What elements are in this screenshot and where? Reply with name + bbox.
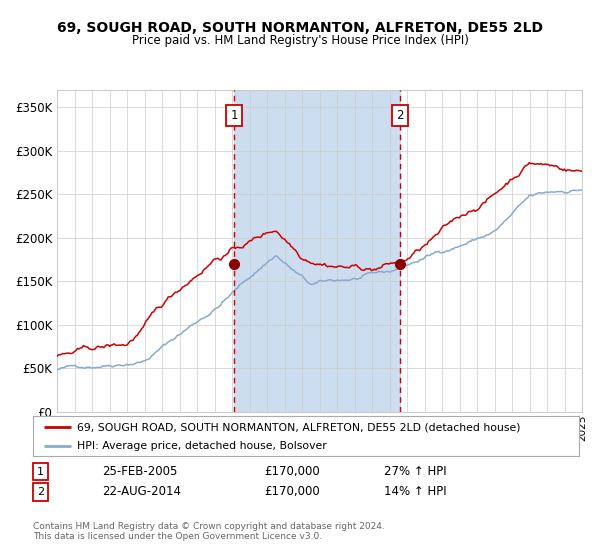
Text: HPI: Average price, detached house, Bolsover: HPI: Average price, detached house, Bols…: [77, 441, 326, 451]
Text: Contains HM Land Registry data © Crown copyright and database right 2024.
This d: Contains HM Land Registry data © Crown c…: [33, 522, 385, 542]
Text: 27% ↑ HPI: 27% ↑ HPI: [384, 465, 446, 478]
Text: 1: 1: [37, 466, 44, 477]
Text: 22-AUG-2014: 22-AUG-2014: [102, 485, 181, 498]
Text: 14% ↑ HPI: 14% ↑ HPI: [384, 485, 446, 498]
Text: 1: 1: [230, 109, 238, 122]
Bar: [234, 90, 400, 412]
Text: £170,000: £170,000: [264, 485, 320, 498]
Text: Price paid vs. HM Land Registry's House Price Index (HPI): Price paid vs. HM Land Registry's House …: [131, 34, 469, 46]
Text: 2: 2: [397, 109, 404, 122]
Text: 25-FEB-2005: 25-FEB-2005: [102, 465, 178, 478]
Text: 2: 2: [37, 487, 44, 497]
Text: 69, SOUGH ROAD, SOUTH NORMANTON, ALFRETON, DE55 2LD: 69, SOUGH ROAD, SOUTH NORMANTON, ALFRETO…: [57, 21, 543, 35]
Text: £170,000: £170,000: [264, 465, 320, 478]
Text: 69, SOUGH ROAD, SOUTH NORMANTON, ALFRETON, DE55 2LD (detached house): 69, SOUGH ROAD, SOUTH NORMANTON, ALFRETO…: [77, 422, 520, 432]
